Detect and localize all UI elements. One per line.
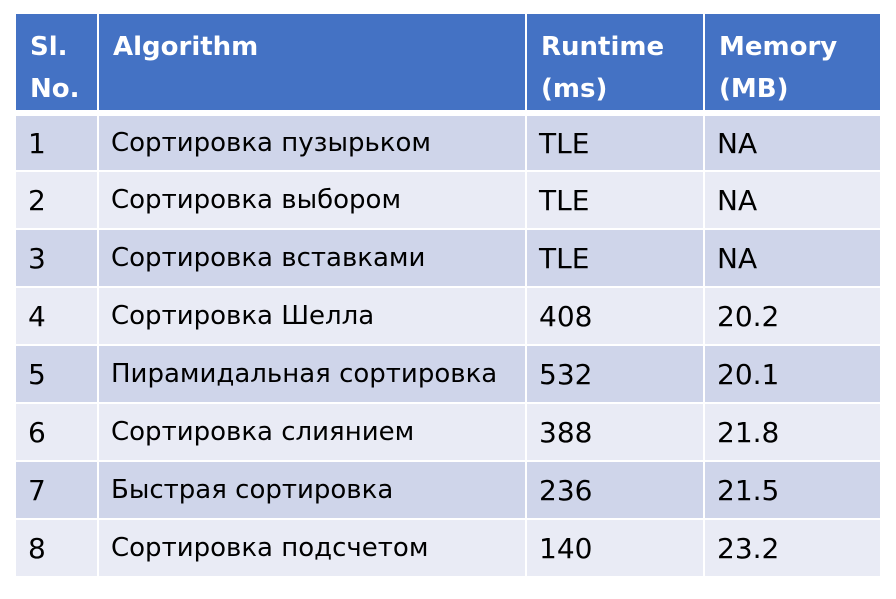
cell-algorithm: Сортировка Шелла — [98, 287, 527, 346]
comparison-table-container: Sl. No. Algorithm Runtime (ms) Memory (M… — [16, 14, 880, 582]
cell-runtime: TLE — [526, 229, 705, 288]
cell-sl-no: 2 — [16, 171, 99, 230]
cell-algorithm: Быстрая сортировка — [98, 461, 527, 520]
cell-sl-no: 1 — [16, 113, 99, 172]
cell-runtime: 140 — [526, 519, 705, 578]
cell-runtime: 408 — [526, 287, 705, 346]
cell-memory: 20.2 — [704, 287, 880, 346]
header-memory-line1: Memory — [719, 32, 838, 62]
table-row: 1 Сортировка пузырьком TLE NA — [16, 113, 880, 172]
table-row: 8 Сортировка подсчетом 140 23.2 — [16, 519, 880, 578]
cell-runtime: TLE — [526, 113, 705, 172]
cell-memory: 21.8 — [704, 403, 880, 462]
table-row: 7 Быстрая сортировка 236 21.5 — [16, 461, 880, 520]
table-row: 3 Сортировка вставками TLE NA — [16, 229, 880, 288]
cell-algorithm: Пирамидальная сортировка — [98, 345, 527, 404]
cell-memory: NA — [704, 171, 880, 230]
cell-memory: NA — [704, 229, 880, 288]
header-runtime-line1: Runtime — [541, 32, 665, 62]
cell-algorithm: Сортировка подсчетом — [98, 519, 527, 578]
cell-runtime: 236 — [526, 461, 705, 520]
header-sl-no-line2: No. — [30, 74, 80, 104]
cell-algorithm: Сортировка выбором — [98, 171, 527, 230]
cell-memory: NA — [704, 113, 880, 172]
cell-algorithm: Сортировка пузырьком — [98, 113, 527, 172]
cell-algorithm: Сортировка вставками — [98, 229, 527, 288]
header-runtime: Runtime (ms) — [526, 14, 705, 116]
cell-runtime: 388 — [526, 403, 705, 462]
cell-runtime: 532 — [526, 345, 705, 404]
table-row: 4 Сортировка Шелла 408 20.2 — [16, 287, 880, 346]
header-memory: Memory (MB) — [704, 14, 880, 116]
cell-sl-no: 4 — [16, 287, 99, 346]
header-memory-line2: (MB) — [719, 74, 789, 104]
table-row: 2 Сортировка выбором TLE NA — [16, 171, 880, 230]
table-row: 6 Сортировка слиянием 388 21.8 — [16, 403, 880, 462]
cell-algorithm: Сортировка слиянием — [98, 403, 527, 462]
algorithm-comparison-table: Sl. No. Algorithm Runtime (ms) Memory (M… — [16, 14, 880, 578]
header-sl-no: Sl. No. — [16, 14, 99, 116]
cell-sl-no: 6 — [16, 403, 99, 462]
cell-memory: 23.2 — [704, 519, 880, 578]
cell-sl-no: 7 — [16, 461, 99, 520]
table-header-row: Sl. No. Algorithm Runtime (ms) Memory (M… — [16, 14, 880, 116]
cell-sl-no: 5 — [16, 345, 99, 404]
cell-sl-no: 3 — [16, 229, 99, 288]
header-algorithm: Algorithm — [98, 14, 527, 116]
cell-memory: 20.1 — [704, 345, 880, 404]
cell-memory: 21.5 — [704, 461, 880, 520]
cell-sl-no: 8 — [16, 519, 99, 578]
table-row: 5 Пирамидальная сортировка 532 20.1 — [16, 345, 880, 404]
header-sl-no-line1: Sl. — [30, 32, 68, 62]
header-runtime-line2: (ms) — [541, 74, 608, 104]
cell-runtime: TLE — [526, 171, 705, 230]
